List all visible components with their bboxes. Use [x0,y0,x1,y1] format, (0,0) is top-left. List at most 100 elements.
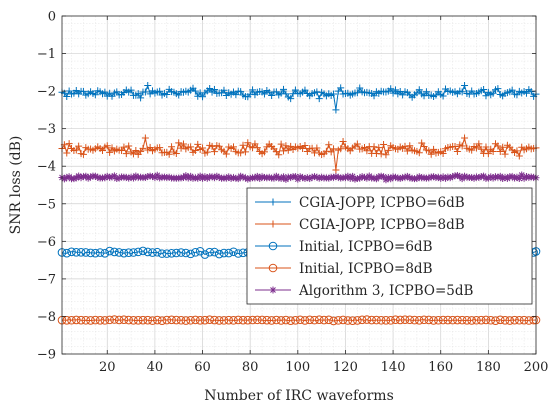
data-point [482,143,490,151]
legend-label: Initial, ICPBO=8dB [299,261,433,277]
data-point [70,175,78,183]
data-point [508,86,516,94]
data-point [480,85,488,93]
data-point [124,315,133,325]
data-point [470,174,478,182]
data-point [219,316,229,325]
data-point [81,248,91,257]
data-point [400,315,410,324]
data-point [515,152,523,160]
data-point [219,248,229,258]
data-point [425,174,433,182]
data-point [141,88,149,96]
data-point [152,315,162,325]
data-point [105,246,114,256]
data-point [308,173,316,181]
data-point [519,315,529,325]
data-point [268,92,276,100]
data-point [330,90,338,98]
data-point [458,88,466,96]
data-point [75,142,83,150]
data-point [325,174,333,182]
data-point [205,315,214,324]
data-point [267,316,276,325]
data-point [224,315,234,325]
x-tick-label: 40 [147,360,164,375]
data-point [508,173,516,181]
legend-item: CGIA-JOPP, ICPBO=6dB [255,195,465,211]
data-point [494,173,502,181]
data-point [286,316,295,326]
data-point [184,174,192,182]
legend-label: CGIA-JOPP, ICPBO=8dB [299,217,465,233]
legend-item: Algorithm 3, ICPBO=5dB [255,283,474,299]
data-point [306,175,314,183]
data-point [253,144,261,152]
data-point [138,315,148,325]
data-point [380,173,388,181]
data-point [156,144,164,152]
data-point [187,143,195,151]
data-point [515,315,524,325]
data-point [446,174,454,182]
data-point [325,141,333,149]
data-point [358,173,366,181]
data-point [65,140,73,148]
data-point [265,173,273,181]
series-4 [57,315,541,326]
data-point [163,90,171,98]
data-point [156,174,164,182]
data-point [415,173,423,181]
data-point [132,146,140,154]
data-point [395,315,405,325]
data-point [314,315,324,324]
series-1 [58,81,540,114]
data-point [377,172,385,180]
data-point [486,315,496,325]
data-point [167,315,176,325]
y-tick-label: −8 [37,310,56,325]
x-tick-label: 160 [428,360,453,375]
data-point [71,248,81,257]
data-point [208,173,216,181]
data-point [210,85,218,93]
data-point [361,173,369,181]
data-point [248,315,257,325]
y-tick-label: −2 [37,85,56,100]
data-point [337,84,345,92]
data-point [191,315,200,325]
data-point [253,315,262,325]
x-tick-label: 140 [381,360,406,375]
data-point [101,88,109,96]
data-point [244,139,252,147]
data-point [329,316,338,326]
y-tick-label: 0 [48,10,56,25]
data-point [213,172,221,180]
data-point [501,150,509,158]
data-point [453,172,461,180]
data-point [439,92,447,100]
data-point [332,173,340,181]
data-point [501,173,509,181]
data-point [287,95,295,103]
data-point [495,315,505,325]
data-point [353,316,362,325]
data-point [200,315,210,325]
data-point [91,248,100,258]
data-point [144,81,152,89]
data-point [305,315,315,325]
x-tick-label: 100 [285,360,310,375]
data-point [429,316,438,325]
data-point [86,248,95,258]
data-point [443,315,453,325]
y-tick-label: −6 [37,235,56,250]
data-point [141,134,149,142]
data-point [382,151,390,159]
data-point [277,174,285,182]
data-point [208,142,216,150]
data-point [522,172,530,180]
data-point [186,249,195,259]
data-point [175,139,183,147]
data-point [195,316,205,325]
data-point [67,315,76,325]
